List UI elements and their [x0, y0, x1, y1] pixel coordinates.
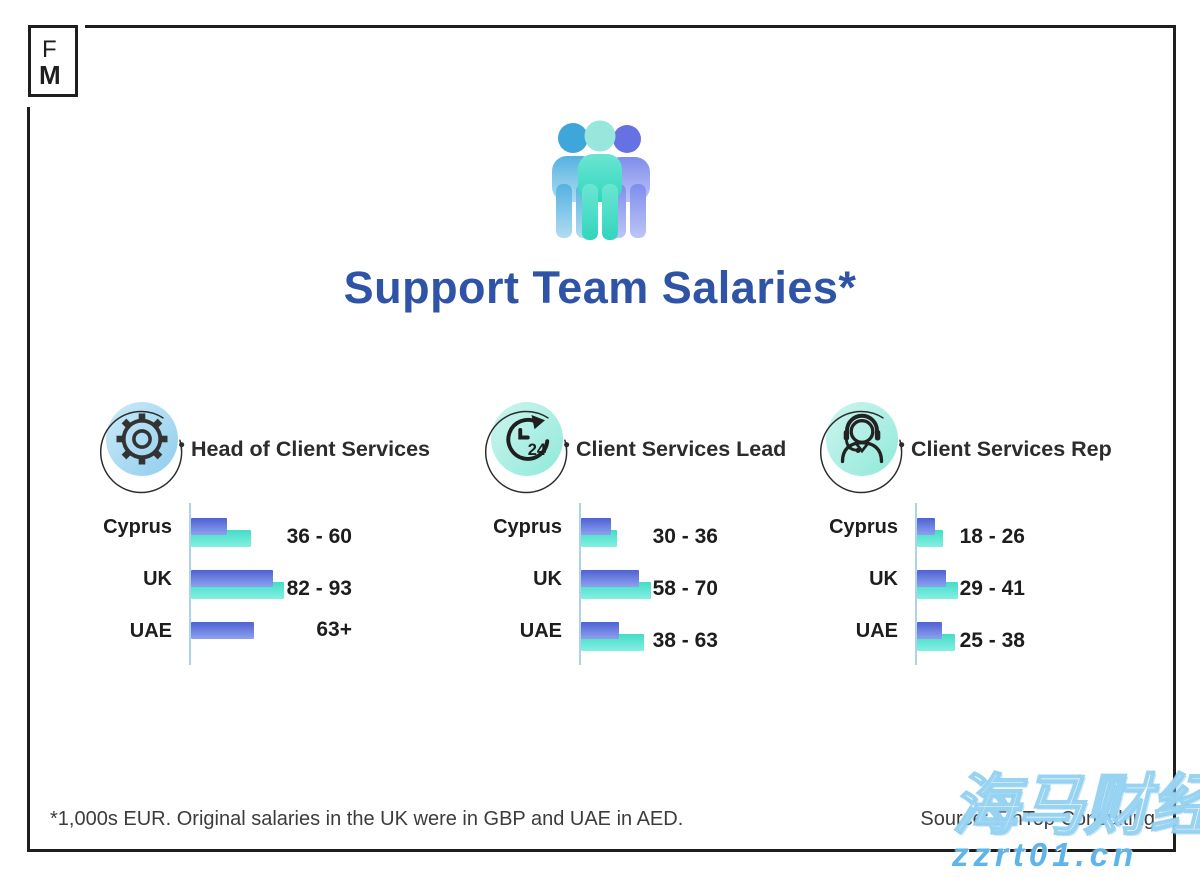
chart-row-uk: UK 29 - 41: [869, 568, 1146, 604]
chart-row-uae: UAE 38 - 63: [520, 620, 810, 656]
range-label: 82 - 93: [286, 577, 352, 600]
team-people-icon: [552, 120, 650, 240]
watermark-cn-text: 海马财经: [951, 768, 1200, 842]
range-label: 36 - 60: [286, 525, 352, 548]
role-icon-wrap: [93, 397, 193, 497]
range-label: 29 - 41: [959, 577, 1025, 600]
sketch-ring-icon: [99, 410, 185, 494]
bar-range-low: [191, 622, 254, 639]
page-title: Support Team Salaries*: [343, 262, 857, 313]
role-icon-wrap: 24: [478, 397, 578, 497]
chart-row-uae: UAE 63+: [130, 618, 420, 656]
chart-row-uk: UK 58 - 70: [533, 568, 810, 604]
chart-axis: [915, 503, 917, 665]
chart-axis: [579, 503, 581, 665]
column-heading: Client Services Lead: [576, 437, 787, 461]
range-label: 63+: [316, 618, 352, 641]
column-heading: Client Services Rep: [911, 437, 1112, 461]
page-border-bottom: [27, 849, 1176, 852]
chart-row-cyprus: Cyprus 36 - 60: [103, 516, 420, 552]
range-label: 30 - 36: [652, 525, 718, 548]
column-client-services-rep: Client Services Rep Cyprus 18 - 26 UK 29 - …: [805, 395, 1185, 685]
country-label: Cyprus: [493, 516, 562, 538]
country-label: Cyprus: [103, 516, 172, 538]
watermark: 海马财经 zzrt01.cn: [951, 768, 1200, 874]
range-label: 18 - 26: [959, 525, 1025, 548]
source-credit: Source: FinTop Consulting: [920, 808, 1155, 830]
gear-icon: [116, 413, 168, 465]
logo-letter-m: M: [39, 60, 61, 90]
bar-range-low: [581, 622, 619, 639]
salary-chart-client-services-rep: Cyprus 18 - 26 UK 29 - 41 UAE 25 - 38: [829, 503, 1146, 675]
bar-range-low: [191, 518, 227, 535]
chart-row-cyprus: Cyprus 30 - 36: [493, 516, 810, 552]
country-label: UK: [143, 568, 172, 590]
range-label: 25 - 38: [959, 629, 1025, 652]
svg-text:24: 24: [528, 441, 547, 459]
footnote: *1,000s EUR. Original salaries in the UK…: [50, 808, 684, 830]
column-heading: Head of Client Services: [191, 437, 430, 461]
country-label: Cyprus: [829, 516, 898, 538]
bar-range-low: [917, 622, 942, 639]
column-client-services-lead: 24 Client Services Lead Cyprus 30 - 36 UK 5…: [470, 395, 850, 685]
role-icon-wrap: [813, 397, 913, 497]
sketch-ring-icon: [819, 410, 905, 494]
country-label: UAE: [855, 620, 898, 642]
bar-range-low: [581, 570, 639, 587]
country-label: UK: [533, 568, 562, 590]
country-label: UK: [869, 568, 898, 590]
country-label: UAE: [129, 620, 172, 642]
page-border-top: [85, 25, 1176, 28]
chart-row-uae: UAE 25 - 38: [856, 620, 1146, 656]
column-head-of-client-services: Head of Client Services Cyprus 36 - 60 UK 8…: [85, 395, 465, 685]
chart-axis: [189, 503, 191, 665]
logo-letter-f: F: [42, 36, 57, 63]
chart-row-uk: UK 82 - 93: [143, 568, 420, 604]
page-border-left: [27, 107, 30, 849]
chart-row-cyprus: Cyprus 18 - 26: [829, 516, 1146, 552]
bar-range-low: [917, 518, 935, 535]
salary-chart-client-services-lead: Cyprus 30 - 36 UK 58 - 70 UAE 38 - 63: [493, 503, 810, 675]
bar-range-low: [581, 518, 611, 535]
salary-chart-head-of-client-services: Cyprus 36 - 60 UK 82 - 93 UAE 63+: [103, 503, 420, 675]
page-border-right: [1173, 25, 1176, 852]
range-label: 58 - 70: [652, 577, 718, 600]
sketch-ring-icon: [484, 410, 570, 494]
watermark-url-text: zzrt01.cn: [952, 836, 1139, 873]
bar-range-low: [917, 570, 946, 587]
fm-logo: F M: [28, 25, 78, 97]
range-label: 38 - 63: [652, 629, 718, 652]
country-label: UAE: [519, 620, 562, 642]
clock-24-icon: 24: [506, 415, 550, 461]
headset-agent-icon: [840, 413, 884, 464]
bar-range-low: [191, 570, 273, 587]
